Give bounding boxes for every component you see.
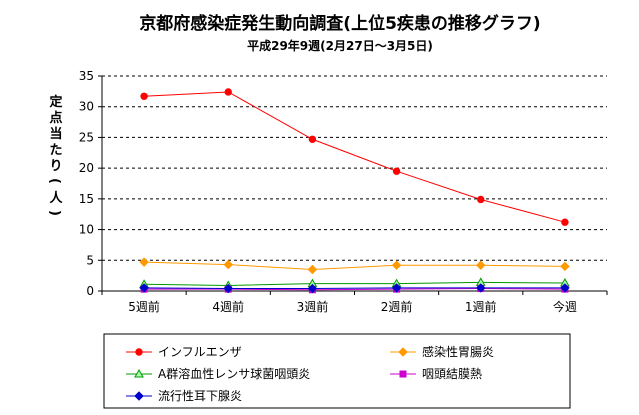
y-tick-label: 10 [79,223,94,237]
data-point [307,283,318,294]
y-axis-label-char: 当 [49,126,62,142]
legend-entry: 流行性耳下腺炎 [126,389,242,403]
legend-label: 流行性耳下腺炎 [158,389,242,403]
x-tick-label: 1週前 [465,299,497,314]
y-tick-labels: 0 5 10 15 20 25 30 35 [79,69,94,298]
chart-title: 京都府感染症発生動向調査(上位5疾患の推移グラフ) [139,13,540,34]
legend-entry: A群溶血性レンサ球菌咽頭炎 [126,366,310,381]
data-point [307,264,318,275]
data-point [139,257,149,267]
y-tick-label: 35 [79,69,94,83]
series-lines [139,88,570,294]
axes [98,75,608,295]
legend-label: 咽頭結膜熱 [422,367,482,381]
x-tick-label: 2週前 [381,299,413,314]
series-line [144,288,565,291]
series-line [144,281,565,286]
data-point [561,218,569,226]
y-axis-label-char: ( [47,178,62,184]
legend-marker [399,370,407,378]
y-tick-label: 25 [79,130,94,144]
data-point [224,88,232,96]
data-point [391,283,402,293]
y-axis-label-char: 定 [48,94,62,110]
data-point [223,283,233,294]
legend-entry: 咽頭結膜熱 [390,367,482,381]
series-1 [140,88,569,226]
series-line [144,287,565,290]
y-axis-label-char: た [49,143,62,158]
y-tick-label: 5 [86,253,94,267]
y-axis-label-char: 人 [49,190,63,206]
data-point [477,195,485,204]
chart-subtitle: 平成29年9週(2月27日～3月5日) [247,38,433,53]
data-point [223,259,233,270]
legend-entry: 感染性胃腸炎 [390,344,494,359]
series-line [144,261,565,271]
legend-box [103,333,571,409]
legend-label: A群溶血性レンサ球菌咽頭炎 [158,366,310,381]
legend-marker [134,391,144,401]
data-point [308,135,317,143]
data-point [140,92,148,100]
data-point [560,261,570,272]
data-point [560,283,570,293]
legend-label: 感染性胃腸炎 [422,344,494,359]
y-tick-label: 20 [79,161,94,175]
gridlines [102,75,607,261]
x-tick-labels: 5週前 4週前 3週前 2週前 1週前 今週 [128,299,577,314]
y-tick-label: 15 [79,192,94,206]
y-axis-label-char: 点 [49,110,62,126]
legend-marker [398,347,408,357]
series-line [144,91,566,223]
series-3 [139,277,570,289]
y-tick-label: 30 [79,100,94,114]
legend-entry: インフルエンザ [126,345,242,359]
data-point [139,283,149,293]
y-axis-label-char: り [49,159,62,174]
data-point [476,260,486,270]
series-2 [139,257,570,275]
legend-label: インフルエンザ [158,345,242,359]
y-axis-label-char: ) [47,210,62,216]
data-point [392,167,401,175]
x-tick-label: 今週 [553,299,577,314]
data-point [391,260,402,270]
legend-marker [134,368,144,378]
data-point [476,283,486,293]
x-tick-label: 3週前 [297,299,329,314]
x-tick-label: 5週前 [128,299,160,314]
series-5 [139,283,570,294]
y-tick-label: 0 [86,284,94,298]
x-tick-label: 4週前 [212,299,244,314]
legend-marker [135,348,143,356]
